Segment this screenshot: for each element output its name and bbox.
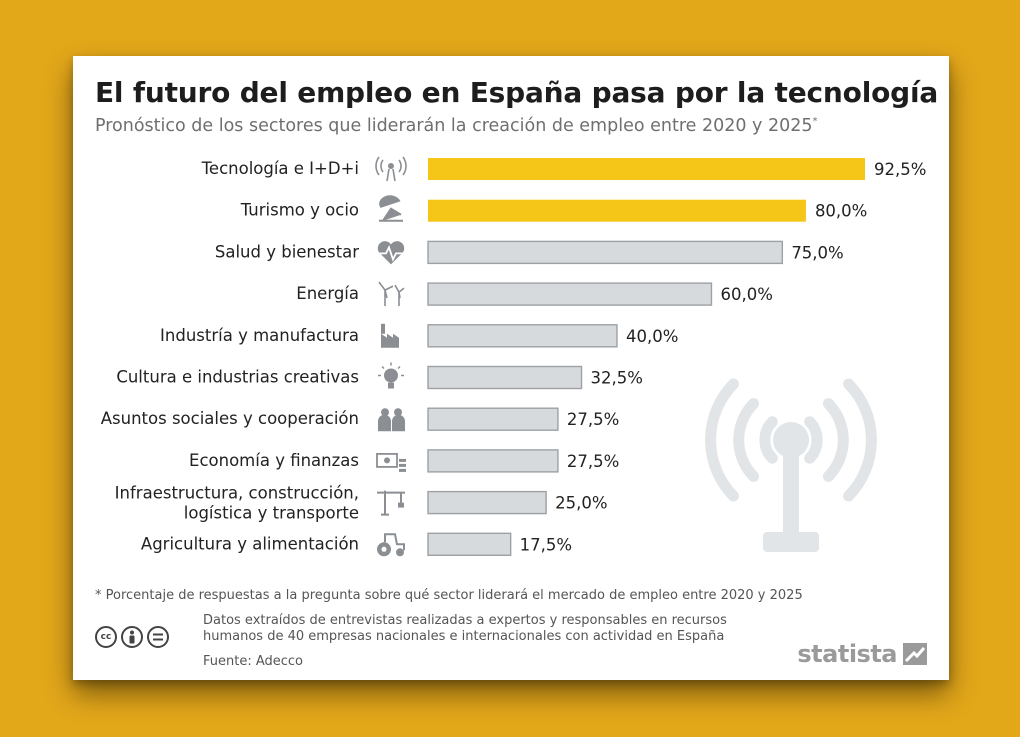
bar [427, 240, 784, 265]
category-label: Turismo y ocio [240, 201, 359, 220]
category-label: Salud y bienestar [215, 242, 359, 261]
bar [427, 490, 547, 515]
statista-logo-icon [903, 643, 927, 665]
people-icon [378, 408, 405, 432]
antenna-watermark-mast [783, 450, 799, 546]
bar [427, 449, 559, 473]
value-label: 32,5% [591, 369, 643, 388]
chart-subtitle: Pronóstico de los sectores que liderarán… [95, 116, 818, 136]
category-label: Cultura e industrias creativas [116, 368, 359, 387]
subtitle-footnote-mark: * [812, 116, 818, 128]
value-label: 75,0% [791, 243, 843, 262]
subtitle-text: Pronóstico de los sectores que liderarán… [95, 116, 813, 136]
wind-turbine-icon [378, 281, 405, 307]
license-icons: cc [95, 626, 169, 648]
value-label: 27,5% [567, 452, 619, 471]
bar [427, 407, 559, 431]
bar [428, 158, 865, 180]
category-label: Energía [296, 284, 359, 303]
bar [427, 365, 583, 390]
bar-chart: Tecnología e I+D+i 92,5% Turismo y ocio 80,… [101, 156, 926, 557]
attribution-icon [121, 626, 143, 648]
value-label: 92,5% [874, 160, 926, 179]
statista-logo: statista [797, 640, 927, 668]
lightbulb-icon [378, 362, 404, 389]
beach-chair-icon [379, 195, 403, 222]
category-label: Infraestructura, construcción, logística … [115, 484, 359, 523]
bar [427, 324, 618, 348]
crane-icon [377, 490, 405, 516]
category-label: Industría y manufactura [160, 326, 359, 345]
value-label: 25,0% [555, 494, 607, 513]
value-label: 17,5% [520, 535, 572, 554]
source: Fuente: Adecco [203, 654, 304, 669]
category-label: Agricultura y alimentación [141, 534, 359, 553]
value-label: 40,0% [626, 327, 678, 346]
category-label: Tecnología e I+D+i [201, 159, 359, 178]
category-label: Economía y finanzas [189, 451, 359, 470]
antenna-icon [375, 156, 407, 182]
footnote: * Porcentaje de respuestas a la pregunta… [95, 588, 803, 603]
tractor-icon [377, 533, 405, 557]
antenna-watermark-base [763, 532, 819, 552]
bar [427, 532, 512, 556]
value-label: 80,0% [815, 202, 867, 221]
value-label: 60,0% [720, 285, 772, 304]
chart-title: El futuro del empleo en España pasa por … [95, 76, 939, 109]
heartbeat-icon [377, 241, 405, 265]
no-derivatives-icon [147, 626, 169, 648]
category-label: Asuntos sociales y cooperación [101, 409, 359, 428]
bar [427, 282, 713, 306]
brand-name: statista [797, 640, 897, 668]
factory-icon [381, 323, 399, 348]
bar [428, 199, 806, 222]
antenna-watermark-head [773, 422, 809, 458]
infographic-card: El futuro del empleo en España pasa por … [73, 56, 949, 680]
cc-icon: cc [95, 626, 117, 648]
value-label: 27,5% [567, 410, 619, 429]
money-icon [376, 452, 406, 472]
antenna-watermark-icon [705, 378, 877, 502]
source-note: Datos extraídos de entrevistas realizada… [203, 613, 727, 644]
